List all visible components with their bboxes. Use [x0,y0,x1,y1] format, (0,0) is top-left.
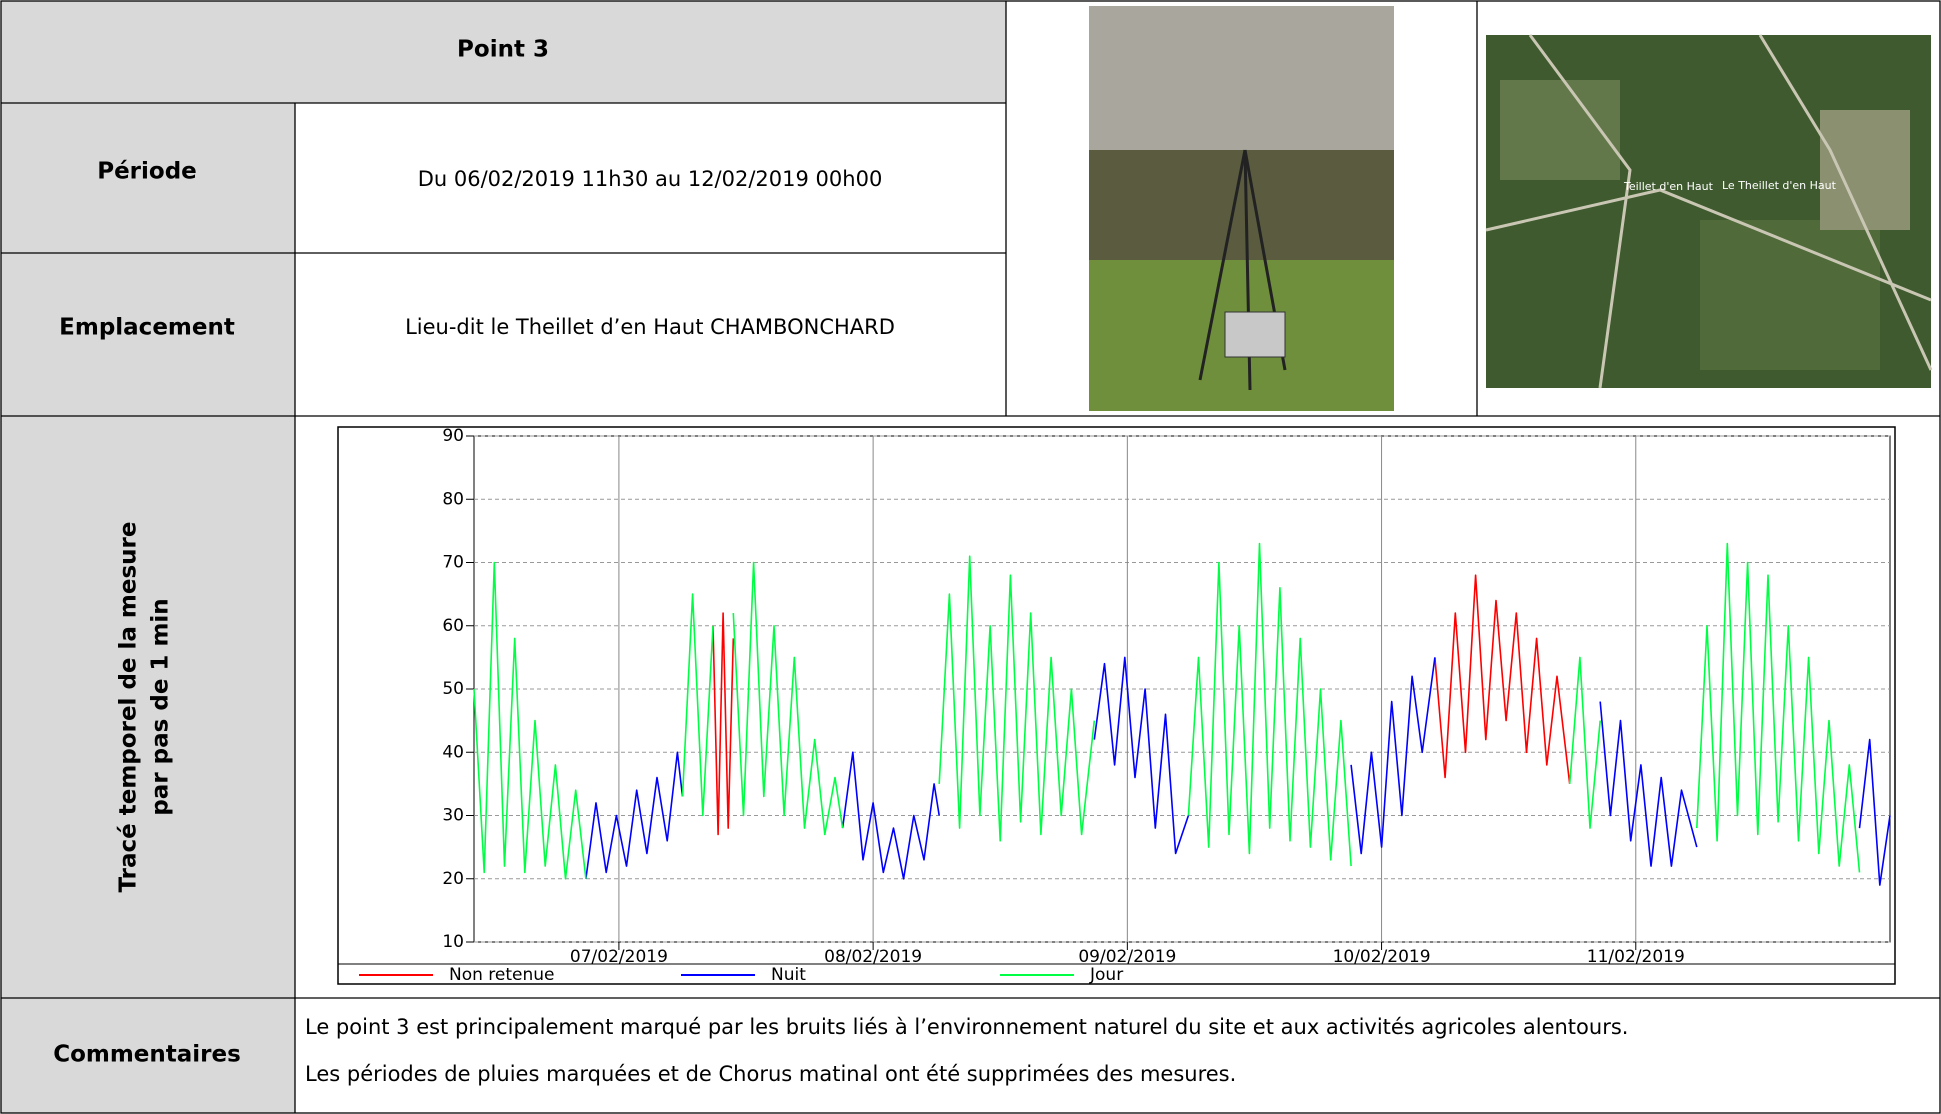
y-tick-label: 90 [442,426,464,446]
x-tick-label: 09/02/2019 [1078,947,1176,967]
y-tick-label: 20 [442,869,464,889]
chart: 10 20 30 40 50 60 70 80 90 07/02/2019 08/02/2019 09… [338,426,1895,985]
title-cell [1,1,1006,103]
x-tick-label: 07/02/2019 [570,947,668,967]
map-label: Le Theillet d'en Haut [1722,179,1837,192]
x-tick-label: 11/02/2019 [1587,947,1685,967]
comment-label-text: Les périodes de pluies marquées et de Ch… [305,1062,1236,1086]
legend-label: Jour [1089,965,1123,985]
y-tick-label: 60 [442,616,464,636]
label-column [1,103,295,1113]
chart-row-label: Tracé temporel de la mesure par pas de 1… [116,522,174,893]
row-value: Du 06/02/2019 11h30 au 12/02/2019 00h00 [418,167,883,191]
series-line [473,542,1861,880]
legend-label: Non retenue [449,965,555,985]
table-title: Point 3 [457,37,549,63]
y-tick-label: 50 [442,679,464,699]
site-map: Teillet d'en Haut Le Theillet d'en Haut [1485,34,1933,389]
map-label: Teillet d'en Haut [1623,180,1714,193]
row-label-line: par pas de 1 min [148,598,174,815]
row-label-line: Tracé temporel de la mesure [116,522,142,893]
y-tick-label: 10 [442,932,464,952]
y-tick-label: 30 [442,806,464,826]
row-label: Période [97,159,197,185]
y-tick-label: 40 [442,742,464,762]
row-label: Emplacement [59,315,235,341]
comment-label-text: Le point 3 est principalement marqué par… [305,1015,1628,1039]
row-label: Commentaires [53,1042,241,1068]
x-tick-label: 10/02/2019 [1333,947,1431,967]
legend-label: Nuit [771,965,806,985]
series-line [585,656,1891,886]
row-value: Lieu-dit le Theillet d’en Haut CHAMBONCH… [405,315,895,339]
y-tick-label: 70 [442,553,464,573]
y-tick-label: 80 [442,489,464,509]
x-tick-label: 08/02/2019 [824,947,922,967]
series-line [712,574,1571,836]
site-photo [1089,6,1394,411]
